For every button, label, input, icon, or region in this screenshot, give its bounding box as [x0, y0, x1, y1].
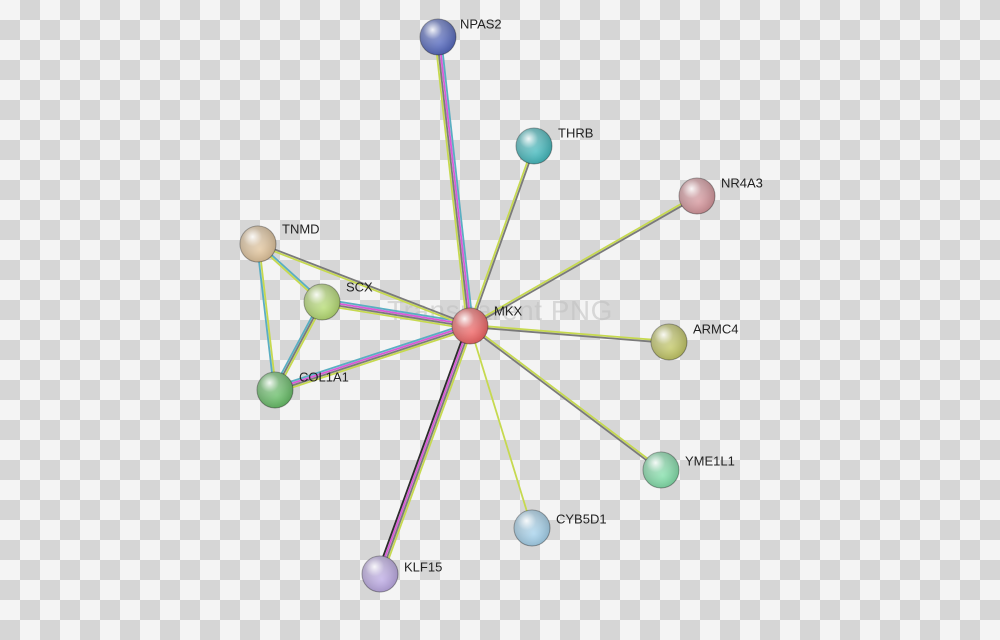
node-label-NR4A3: NR4A3	[721, 175, 763, 190]
node-CYB5D1[interactable]: CYB5D1	[514, 510, 607, 546]
node-gloss	[240, 226, 276, 262]
edge-line	[282, 317, 312, 373]
node-label-NPAS2: NPAS2	[460, 16, 502, 31]
edge-MKX-THRB	[475, 163, 529, 310]
node-gloss	[304, 284, 340, 320]
node-ARMC4[interactable]: ARMC4	[651, 321, 739, 360]
edge-line	[437, 55, 465, 308]
edge-line	[488, 328, 651, 341]
node-gloss	[643, 452, 679, 488]
node-TNMD[interactable]: TNMD	[240, 221, 320, 262]
node-label-CYB5D1: CYB5D1	[556, 511, 607, 526]
node-label-KLF15: KLF15	[404, 559, 442, 574]
edge-SCX-COL1A1	[282, 317, 316, 375]
node-gloss	[514, 510, 550, 546]
node-gloss	[452, 308, 488, 344]
node-gloss	[257, 372, 293, 408]
nodes-layer: MKX NPAS2 THRB NR4A3 ARMC4 YME1L1 CYB5D1 KLF15 C…	[240, 16, 763, 592]
node-label-THRB: THRB	[558, 125, 593, 140]
node-label-MKX: MKX	[494, 303, 523, 318]
edge-line	[285, 319, 315, 375]
edge-MKX-YME1L1	[484, 336, 647, 460]
edge-TNMD-COL1A1	[259, 262, 274, 372]
edge-line	[485, 336, 647, 458]
node-NR4A3[interactable]: NR4A3	[679, 175, 763, 214]
node-label-SCX: SCX	[346, 279, 373, 294]
edge-MKX-NPAS2	[437, 55, 471, 309]
edge-MKX-KLF15	[383, 342, 466, 558]
node-label-COL1A1: COL1A1	[299, 369, 349, 384]
edge-line	[439, 55, 467, 308]
edge-line	[488, 326, 651, 339]
node-YME1L1[interactable]: YME1L1	[643, 452, 735, 488]
node-gloss	[651, 324, 687, 360]
network-graph: Transparent PNG MKXNPAS2THRBNR4A3ARMC4YM…	[0, 0, 1000, 640]
edge-line	[441, 55, 469, 308]
edge-line	[443, 55, 471, 308]
edge-line	[484, 338, 646, 460]
node-label-ARMC4: ARMC4	[693, 321, 739, 336]
node-gloss	[420, 19, 456, 55]
edge-line	[383, 342, 461, 556]
edge-line	[477, 163, 529, 309]
edge-MKX-ARMC4	[488, 326, 651, 341]
edge-line	[389, 344, 467, 558]
edge-line	[259, 262, 272, 372]
edge-line	[475, 343, 526, 511]
node-label-TNMD: TNMD	[282, 221, 320, 236]
node-NPAS2[interactable]: NPAS2	[420, 16, 502, 55]
node-COL1A1[interactable]: COL1A1	[257, 369, 349, 408]
node-SCX[interactable]: SCX	[304, 279, 373, 320]
node-KLF15[interactable]: KLF15	[362, 556, 442, 592]
edge-line	[475, 163, 527, 309]
node-gloss	[362, 556, 398, 592]
edge-line	[283, 318, 313, 374]
edge-line	[261, 262, 274, 372]
edge-MKX-CYB5D1	[475, 343, 526, 511]
node-gloss	[679, 178, 715, 214]
node-THRB[interactable]: THRB	[516, 125, 593, 164]
node-label-YME1L1: YME1L1	[685, 453, 735, 468]
edge-line	[385, 343, 463, 557]
edge-line	[387, 343, 465, 557]
node-gloss	[516, 128, 552, 164]
